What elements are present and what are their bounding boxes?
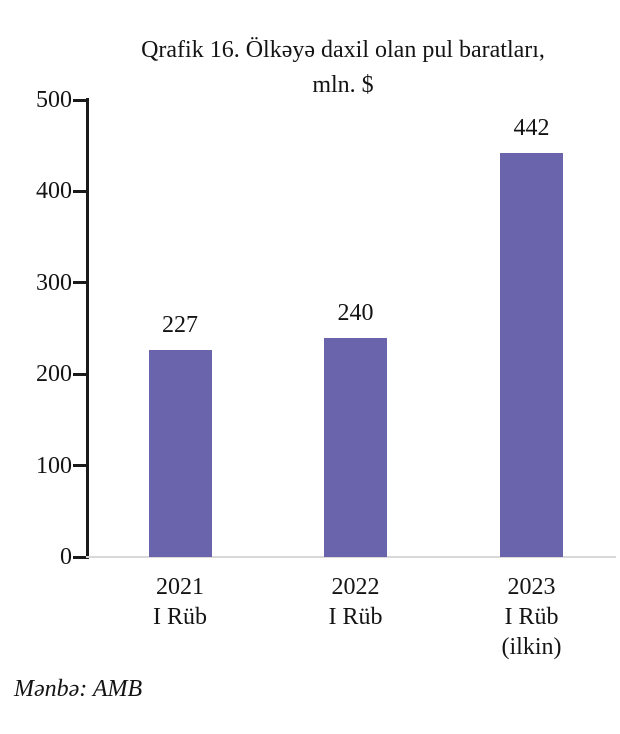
chart-title-line1: Qrafik 16. Ölkəyə daxil olan pul baratla… — [141, 37, 545, 63]
x-axis-baseline — [86, 556, 616, 558]
y-axis-tick — [73, 464, 86, 468]
y-axis-tick — [73, 372, 86, 376]
y-axis-tick — [73, 98, 86, 102]
y-axis-tick-label: 200 — [36, 361, 72, 388]
x-axis-category-label: 2022 I Rüb — [328, 574, 383, 630]
y-axis-tick-label: 300 — [36, 269, 72, 296]
bar — [324, 337, 387, 557]
y-axis-tick-label: 500 — [36, 87, 72, 113]
bar-value-label: 227 — [162, 311, 198, 338]
chart-title-line2: mln. $ — [312, 72, 374, 98]
y-axis-tick-label: 0 — [60, 544, 72, 570]
y-axis-tick — [73, 555, 86, 559]
bar-value-label: 442 — [513, 115, 550, 141]
y-axis-line — [86, 98, 89, 559]
source-note: Mənbə: AMB — [14, 676, 143, 702]
bar-value-label: 240 — [337, 299, 374, 326]
y-axis-tick-label: 400 — [36, 178, 72, 205]
y-axis-tick — [73, 281, 86, 285]
y-axis-tick — [73, 189, 86, 193]
chart-title: Qrafik 16. Ölkəyə daxil olan pul baratla… — [86, 33, 600, 103]
x-axis-category-label: 2023 I Rüb (ilkin) — [501, 574, 562, 660]
bar — [148, 349, 212, 557]
x-axis-category-label: 2021 I Rüb — [153, 574, 207, 630]
y-axis-tick-label: 100 — [36, 452, 72, 479]
bar — [500, 153, 563, 557]
